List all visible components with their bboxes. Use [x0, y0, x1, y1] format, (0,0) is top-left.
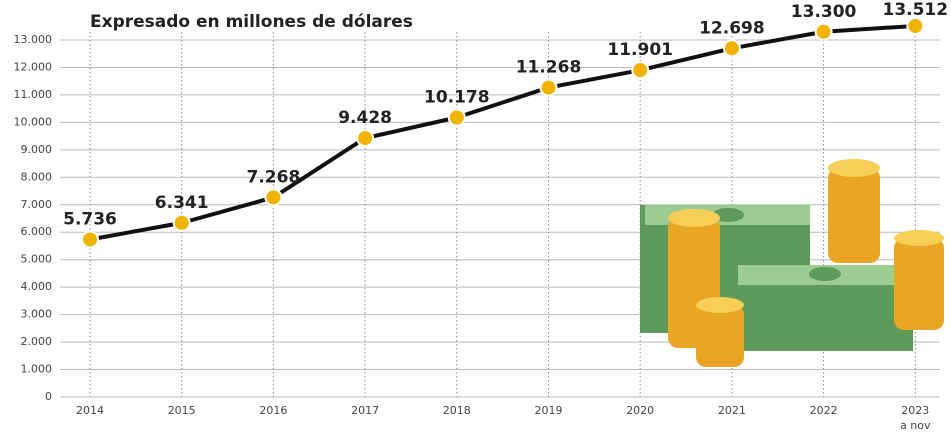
y-tick-label: 13.000 — [14, 33, 53, 46]
value-label: 13.512 — [882, 0, 948, 20]
coin-stack — [696, 305, 744, 367]
marker — [172, 213, 191, 232]
value-label: 13.300 — [791, 2, 857, 22]
marker — [539, 78, 558, 97]
coin-stack — [894, 238, 944, 330]
coin-stack — [828, 168, 880, 263]
value-label: 12.698 — [699, 18, 765, 38]
x-tick-label: 2017 — [351, 404, 379, 417]
coin — [828, 159, 880, 177]
x-tick-label: 2014 — [76, 404, 104, 417]
x-tick-label: 2019 — [535, 404, 563, 417]
marker — [722, 39, 741, 58]
value-label: 11.268 — [516, 58, 582, 78]
x-tick-label: 2018 — [443, 404, 471, 417]
y-tick-label: 4.000 — [21, 280, 53, 293]
marker — [631, 61, 650, 80]
line — [89, 23, 916, 242]
coin — [894, 230, 944, 246]
y-tick-label: 8.000 — [21, 170, 53, 183]
x-tick-label: 2023 — [901, 404, 929, 417]
value-label: 10.178 — [424, 87, 490, 107]
y-tick-label: 3.000 — [21, 308, 53, 321]
y-tick-label: 10.000 — [14, 115, 53, 128]
value-label: 6.341 — [155, 193, 209, 213]
value-label: 11.901 — [607, 40, 673, 60]
y-tick-label: 5.000 — [21, 253, 53, 266]
coin — [668, 209, 720, 227]
x-annotation: a nov — [900, 419, 931, 432]
x-tick-label: 2015 — [168, 404, 196, 417]
y-tick-label: 7.000 — [21, 198, 53, 211]
y-tick-label: 1.000 — [21, 363, 53, 376]
bill-seal — [809, 267, 841, 281]
marker — [906, 16, 925, 35]
y-tick-label: 11.000 — [14, 88, 53, 101]
chart-title: Expresado en millones de dólares — [90, 12, 413, 32]
x-tick-label: 2020 — [626, 404, 654, 417]
value-label: 9.428 — [338, 108, 392, 128]
y-tick-label: 9.000 — [21, 143, 53, 156]
bill-seal — [712, 208, 744, 222]
x-tick-label: 2022 — [810, 404, 838, 417]
marker — [264, 188, 283, 207]
value-label: 5.736 — [63, 209, 117, 229]
y-tick-label: 0 — [45, 390, 52, 403]
money-illustration — [640, 159, 944, 367]
marker — [81, 230, 99, 249]
marker — [447, 108, 466, 127]
x-tick-label: 2016 — [259, 404, 287, 417]
y-tick-label: 2.000 — [21, 335, 53, 348]
y-tick-label: 6.000 — [21, 225, 53, 238]
value-label: 7.268 — [247, 167, 301, 187]
coin — [696, 297, 744, 313]
y-tick-label: 12.000 — [14, 60, 53, 73]
x-tick-label: 2021 — [718, 404, 746, 417]
marker — [356, 129, 375, 148]
marker — [814, 22, 833, 41]
